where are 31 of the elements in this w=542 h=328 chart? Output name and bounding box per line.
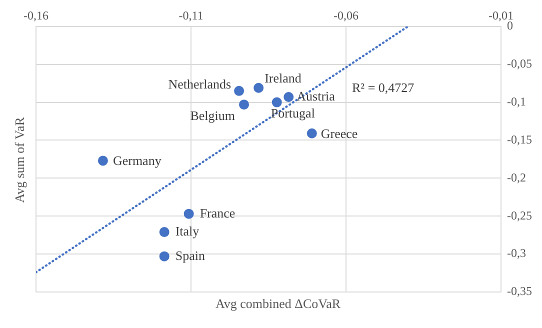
point — [272, 97, 282, 108]
x-tick-label: -0,16 — [24, 8, 48, 22]
y-tick-label: -0,1 — [507, 94, 526, 108]
annotation: Greece — [320, 126, 358, 141]
annotation: Italy — [175, 223, 200, 238]
annotation: Germany — [112, 153, 162, 168]
annotation: France — [200, 205, 236, 220]
y-tick-label: -0,35 — [507, 284, 532, 298]
annotation: Netherlands — [168, 76, 232, 92]
point — [159, 251, 170, 262]
y-tick-label: -0,2 — [507, 170, 526, 184]
x-tick-label: -0,06 — [334, 8, 359, 22]
y-tick-label: -0,05 — [507, 56, 532, 70]
annotation: Spain — [175, 248, 206, 263]
y-axis-title: Avg sum of VaR — [12, 116, 28, 205]
point — [159, 227, 170, 238]
point — [234, 86, 244, 96]
annotation: Ireland — [264, 70, 302, 86]
annotation: Belgium — [190, 108, 236, 123]
point — [254, 82, 264, 93]
y-tick-label: -0,25 — [507, 208, 532, 222]
point — [184, 208, 194, 219]
point — [284, 92, 294, 102]
annotation: R² = 0,4727 — [352, 80, 414, 96]
point — [98, 156, 108, 166]
y-tick-label: -0,15 — [507, 132, 532, 146]
x-tick-label: -0,11 — [178, 8, 204, 22]
y-tick-label: -0,3 — [507, 246, 526, 260]
point — [239, 100, 250, 110]
point — [306, 128, 317, 138]
x-axis-title: Avg combined ΔCoVaR — [215, 296, 341, 311]
